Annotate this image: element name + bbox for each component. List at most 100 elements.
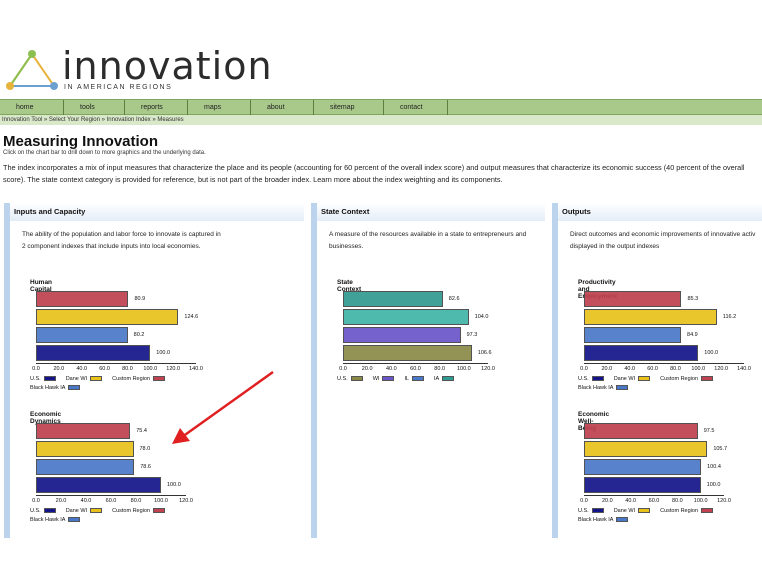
- x-tick-label: 60.0: [410, 366, 421, 372]
- nav-sitemap[interactable]: sitemap: [314, 100, 384, 115]
- legend-item: Black Hawk IA: [30, 517, 66, 523]
- legend-item: Custom Region: [112, 376, 151, 382]
- x-tick-label: 100.0: [154, 498, 168, 504]
- legend-item: Black Hawk IA: [578, 385, 614, 391]
- chart-bar[interactable]: [36, 459, 135, 475]
- legend-item: Dane WI: [613, 376, 636, 382]
- chart-bar[interactable]: [343, 345, 472, 361]
- bar-value-label: 100.0: [156, 350, 171, 356]
- nav-contact[interactable]: contact: [384, 100, 448, 115]
- chart-legend: U.S. Dane WI Custom Region Black Hawk IA: [578, 376, 723, 394]
- chart-bar[interactable]: [584, 441, 708, 457]
- x-tick-label: 120.0: [481, 366, 495, 372]
- x-tick-label: 0.0: [339, 366, 347, 372]
- legend-item: U.S.: [578, 376, 589, 382]
- x-tick-label: 20.0: [601, 366, 613, 372]
- x-tick-label: 0.0: [32, 366, 40, 372]
- nav-about[interactable]: about: [251, 100, 314, 115]
- bar-value-label: 104.0: [474, 314, 489, 320]
- x-tick-label: 40.0: [385, 366, 397, 372]
- chart-bar[interactable]: [36, 345, 151, 361]
- chart-bar[interactable]: [36, 477, 161, 493]
- x-tick-label: 60.0: [647, 366, 658, 372]
- x-tick-label: 40.0: [80, 498, 92, 504]
- x-tick-label: 0.0: [580, 498, 588, 504]
- legend-item: Dane WI: [613, 508, 636, 514]
- chart-bar[interactable]: [584, 309, 717, 325]
- nav-home[interactable]: home: [0, 100, 64, 115]
- panel-state-context: State Context A measure of the resources…: [311, 203, 545, 538]
- chart-bar[interactable]: [36, 291, 129, 307]
- chart-legend: U.S. Dane WI Custom Region Black Hawk IA: [30, 376, 175, 394]
- x-tick-label: 0.0: [32, 498, 40, 504]
- x-axis-line: [343, 363, 488, 364]
- x-tick-label: 80.0: [670, 366, 681, 372]
- bar-value-label: 124.6: [184, 314, 199, 320]
- legend-item: Dane WI: [65, 508, 88, 514]
- panel-description: The ability of the population and labor …: [22, 231, 221, 250]
- chart-bar[interactable]: [343, 327, 461, 343]
- legend-item: U.S.: [578, 508, 589, 514]
- legend-swatch: [638, 376, 651, 382]
- panel-inputs-capacity: Inputs and Capacity The ability of the p…: [4, 203, 304, 538]
- legend-swatch: [591, 508, 604, 514]
- legend-item: IL: [404, 376, 410, 382]
- panel-description: Direct outcomes and economic improvement…: [570, 231, 756, 250]
- x-axis-line: [36, 363, 196, 364]
- legend-item: U.S.: [337, 376, 348, 382]
- nav-maps[interactable]: maps: [188, 100, 251, 115]
- triangle-logo-icon: [6, 50, 58, 90]
- x-tick-label: 120.0: [714, 366, 729, 372]
- chart-bar[interactable]: [584, 327, 682, 343]
- nav-tools[interactable]: tools: [64, 100, 125, 115]
- chart-bar[interactable]: [584, 291, 682, 307]
- x-axis-line: [584, 363, 744, 364]
- x-tick-label: 80.0: [130, 498, 142, 504]
- nav-reports[interactable]: reports: [125, 100, 188, 115]
- x-axis-line: [36, 495, 186, 496]
- panel-title: State Context: [317, 203, 545, 221]
- legend-swatch: [43, 508, 56, 514]
- x-tick-label: 40.0: [76, 366, 88, 372]
- legend-swatch: [638, 508, 651, 514]
- legend-item: Black Hawk IA: [578, 517, 614, 523]
- chart-bar[interactable]: [343, 309, 469, 325]
- chart-bar[interactable]: [584, 423, 698, 439]
- x-tick-label: 40.0: [625, 498, 637, 504]
- legend-swatch: [90, 376, 103, 382]
- legend-item: Custom Region: [112, 508, 151, 514]
- x-tick-label: 100.0: [456, 366, 471, 372]
- chart-bar[interactable]: [36, 327, 128, 343]
- legend-item: U.S.: [30, 508, 41, 514]
- chart-bar[interactable]: [584, 477, 701, 493]
- page-title: Measuring Innovation: [3, 133, 159, 150]
- logo-wordmark: innovation: [62, 44, 273, 88]
- click-instructions: Click on the chart bar to drill down to …: [3, 150, 206, 156]
- chart-bar[interactable]: [343, 291, 443, 307]
- legend-swatch: [90, 508, 103, 514]
- x-tick-label: 80.0: [671, 498, 683, 504]
- bar-value-label: 80.9: [134, 296, 146, 302]
- chart-bar[interactable]: [584, 345, 699, 361]
- chart-bar[interactable]: [36, 309, 179, 325]
- x-tick-label: 80.0: [434, 366, 446, 372]
- bar-value-label: 106.6: [477, 350, 492, 356]
- x-tick-label: 20.0: [55, 498, 67, 504]
- chart-bar[interactable]: [584, 459, 702, 475]
- site-logo[interactable]: innovation IN AMERICAN REGIONS: [4, 44, 272, 94]
- x-tick-label: 60.0: [648, 498, 660, 504]
- breadcrumb[interactable]: Innovation Tool » Select Your Region » I…: [0, 115, 762, 125]
- legend-swatch: [153, 376, 166, 382]
- bar-value-label: 100.0: [704, 350, 719, 356]
- chart-bar[interactable]: [36, 423, 131, 439]
- legend-swatch: [701, 508, 714, 514]
- bar-value-label: 84.9: [687, 332, 698, 338]
- x-tick-label: 40.0: [624, 366, 636, 372]
- chart-legend: U.S. WI IL IA: [337, 376, 464, 385]
- legend-swatch: [591, 376, 604, 382]
- legend-swatch: [153, 508, 166, 514]
- chart-bar[interactable]: [36, 441, 134, 457]
- legend-swatch: [43, 376, 56, 382]
- chart-legend: U.S. Dane WI Custom Region Black Hawk IA: [30, 508, 175, 526]
- bar-value-label: 100.0: [706, 482, 721, 488]
